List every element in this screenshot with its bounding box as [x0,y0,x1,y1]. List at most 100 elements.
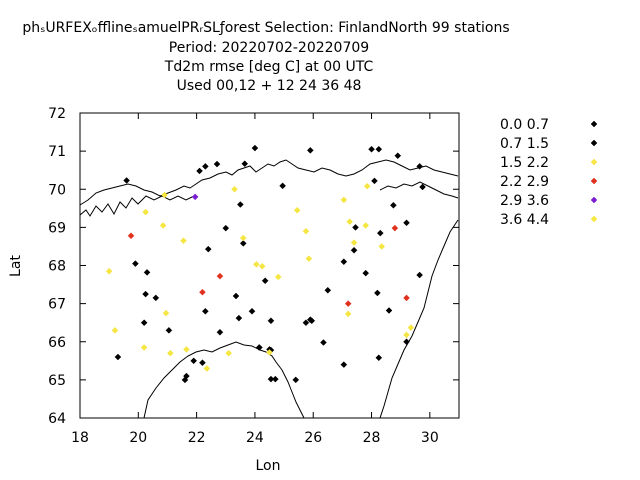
data-point-series-2 [350,239,358,246]
y-tick-label: 71 [48,144,66,160]
data-point-series-5 [161,191,168,199]
data-point-series-2 [111,326,119,334]
data-point-series-3 [199,288,206,296]
data-point-series-1 [202,307,209,315]
data-point-series-1 [255,344,263,351]
data-point-series-0 [362,269,370,277]
coastline-map [79,159,459,419]
data-point-series-2 [407,324,415,331]
y-tick-label: 66 [48,335,66,351]
data-point-series-2 [378,243,386,250]
y-tick-label: 65 [48,373,66,389]
data-point-series-1 [241,160,249,168]
data-point-series-0 [385,307,393,314]
x-axis: 18 20 22 24 26 28 30 [71,113,439,446]
title-line-4: Used 00,12 + 12 24 36 48 [177,78,362,94]
data-point-series-1 [394,152,402,160]
data-point-series-0 [320,339,327,346]
y-tick-label: 70 [48,182,66,198]
data-point-series-1 [142,290,149,298]
data-point-series-4 [191,193,199,201]
data-point-series-1 [183,372,190,380]
data-point-series-0 [271,375,279,383]
x-tick-label: 28 [363,430,381,446]
data-point-series-1 [248,307,256,315]
data-point-series-0 [419,183,426,191]
data-point-series-2 [105,267,113,275]
data-point-series-2 [203,365,211,372]
data-point-series-1 [152,294,160,302]
legend-label: 0.0 0.7 [500,117,549,133]
y-tick-label: 72 [48,106,66,122]
data-point-series-1 [306,316,314,323]
x-tick-label: 24 [246,430,264,446]
data-point-series-1 [352,224,359,231]
legend-marker [590,177,598,185]
coastline-east-border [379,219,459,419]
y-axis-label: Lat [8,255,24,277]
data-point-series-1 [222,224,230,232]
x-tick-label: 18 [71,430,89,446]
data-point-series-2 [140,344,148,351]
legend: 0.0 0.7 0.7 1.5 1.5 2.2 2.2 2.9 2.9 3.6 3.6 4… [500,117,598,228]
data-point-series-1 [376,229,384,237]
data-point-series-0 [292,376,300,384]
x-axis-label: Lon [256,458,281,474]
legend-marker [590,215,598,223]
x-tick-label: 30 [421,430,439,446]
coastline-north [79,159,459,206]
data-point-series-3 [403,294,410,302]
data-point-series-0 [375,145,383,153]
data-point-series-2 [293,206,301,214]
y-tick-label: 67 [48,297,66,313]
data-point-series-2 [346,218,354,226]
data-point-series-2 [180,237,187,245]
title-line-1: phₛURFEXₒfflineₛamuelPRᵣSLƒorest Selecti… [22,20,509,36]
data-point-series-2 [302,227,310,235]
data-point-series-0 [236,201,244,208]
data-point-series-3 [344,300,352,307]
data-point-series-2 [362,222,370,229]
y-axis: 64 65 66 67 68 69 70 71 72 [48,106,459,427]
title-line-3: Td2m rmse [deg C] at 00 UTC [164,59,374,75]
data-point-series-3 [127,232,135,240]
data-point-series-0 [368,145,375,153]
data-point-series-1 [350,246,358,254]
x-tick-label: 22 [188,430,206,446]
data-point-series-1 [204,245,212,253]
data-point-series-1 [416,271,423,279]
data-point-series-1 [202,163,209,170]
chart-title: phₛURFEXₒfflineₛamuelPRᵣSLƒorest Selecti… [22,20,509,94]
data-point-series-1 [267,317,275,325]
legend-label: 1.5 2.2 [500,155,549,171]
data-point-series-2 [253,261,260,268]
data-point-series-1 [196,167,203,175]
data-point-series-2 [225,349,233,357]
data-point-series-2 [239,234,247,242]
coastline-gulf-bothnia [143,341,305,419]
data-point-series-2 [258,262,266,270]
data-point-series-1 [123,177,130,184]
data-point-series-0 [251,144,259,152]
y-tick-label: 68 [48,259,66,275]
x-tick-label: 20 [129,430,147,446]
data-point-series-0 [340,361,348,368]
legend-label: 0.7 1.5 [500,136,549,152]
data-point-series-0 [302,319,310,327]
data-point-series-0 [324,286,332,294]
data-point-series-2 [305,255,313,262]
data-point-series-1 [216,328,224,336]
data-point-series-3 [216,272,224,280]
y-tick-label: 64 [48,411,66,427]
data-point-series-2 [159,222,167,229]
data-point-series-0 [213,160,221,168]
data-point-series-0 [267,375,275,383]
legend-marker [590,120,598,128]
x-tick-label: 26 [304,430,322,446]
data-point-series-0 [165,326,173,334]
y-tick-label: 69 [48,220,66,236]
data-point-series-0 [261,277,269,285]
legend-marker [590,139,598,147]
data-point-series-1 [403,219,410,227]
